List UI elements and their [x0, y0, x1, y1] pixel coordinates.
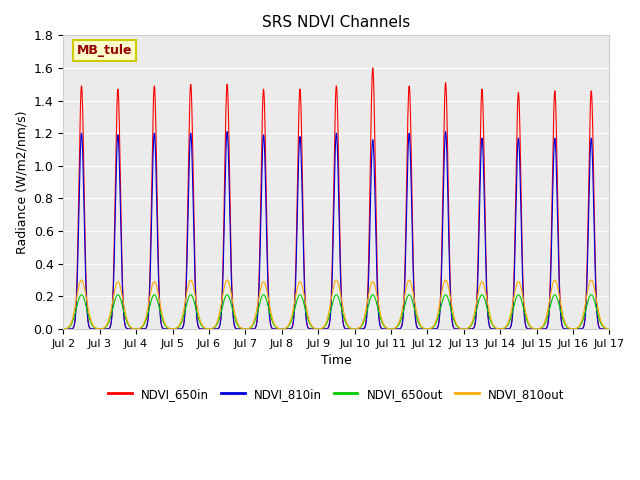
- NDVI_650in: [326, 312, 334, 318]
- NDVI_650in: [577, 326, 584, 332]
- NDVI_810in: [62, 326, 70, 332]
- NDVI_650out: [326, 309, 334, 315]
- NDVI_810in: [166, 326, 174, 332]
- NDVI_650out: [114, 292, 122, 298]
- NDVI_650out: [82, 302, 90, 308]
- NDVI_650out: [166, 326, 174, 332]
- NDVI_810out: [92, 325, 100, 331]
- NDVI_650out: [92, 325, 100, 331]
- Line: NDVI_650out: NDVI_650out: [63, 295, 609, 329]
- NDVI_810out: [326, 302, 334, 308]
- NDVI_650in: [166, 326, 174, 332]
- NDVI_810out: [82, 292, 90, 298]
- Y-axis label: Radiance (W/m2/nm/s): Radiance (W/m2/nm/s): [15, 110, 28, 254]
- NDVI_810in: [82, 282, 90, 288]
- NDVI_650out: [62, 326, 70, 332]
- NDVI_810in: [326, 314, 334, 320]
- NDVI_810out: [166, 326, 174, 332]
- NDVI_810in: [60, 326, 67, 332]
- NDVI_810in: [92, 326, 100, 332]
- NDVI_810out: [605, 326, 613, 332]
- NDVI_650in: [60, 326, 67, 332]
- NDVI_810out: [62, 326, 70, 332]
- Line: NDVI_810out: NDVI_810out: [63, 280, 609, 329]
- X-axis label: Time: Time: [321, 354, 352, 367]
- NDVI_810in: [605, 326, 613, 332]
- Line: NDVI_650in: NDVI_650in: [63, 68, 609, 329]
- Text: MB_tule: MB_tule: [77, 44, 132, 57]
- NDVI_810out: [577, 321, 584, 326]
- NDVI_810out: [187, 277, 195, 283]
- NDVI_810in: [223, 129, 231, 134]
- NDVI_650in: [62, 326, 70, 332]
- Title: SRS NDVI Channels: SRS NDVI Channels: [262, 15, 410, 30]
- NDVI_650out: [577, 323, 584, 328]
- NDVI_810out: [60, 326, 67, 332]
- NDVI_650in: [369, 65, 376, 71]
- NDVI_650out: [605, 326, 613, 332]
- NDVI_650in: [605, 326, 613, 332]
- Line: NDVI_810in: NDVI_810in: [63, 132, 609, 329]
- NDVI_650in: [92, 326, 100, 332]
- NDVI_650out: [60, 326, 67, 332]
- NDVI_810in: [577, 326, 584, 332]
- Legend: NDVI_650in, NDVI_810in, NDVI_650out, NDVI_810out: NDVI_650in, NDVI_810in, NDVI_650out, NDV…: [103, 383, 570, 405]
- NDVI_650in: [82, 272, 90, 277]
